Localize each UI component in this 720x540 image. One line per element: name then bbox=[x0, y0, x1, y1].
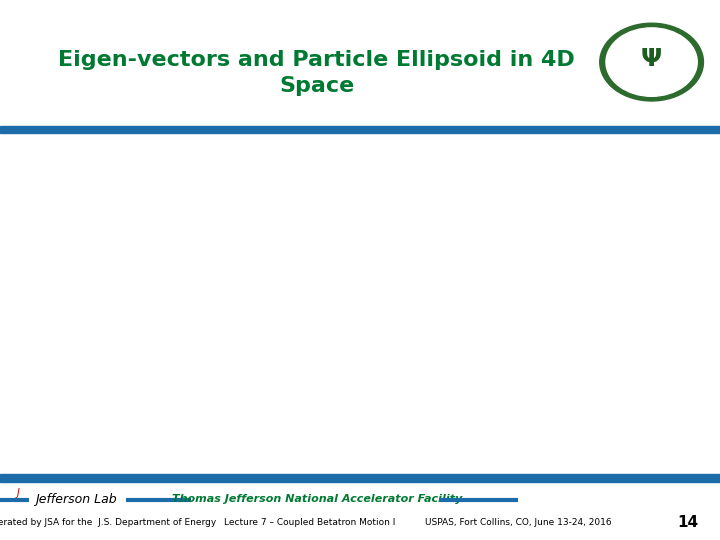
Text: Operated by JSA for the  J.S. Department of Energy: Operated by JSA for the J.S. Department … bbox=[0, 518, 217, 526]
Text: Eigen-vectors and Particle Ellipsoid in 4D
Space: Eigen-vectors and Particle Ellipsoid in … bbox=[58, 50, 575, 96]
Circle shape bbox=[606, 28, 697, 96]
Bar bbox=[0, 126, 720, 133]
Circle shape bbox=[600, 23, 703, 101]
Text: Jefferson Lab: Jefferson Lab bbox=[35, 493, 117, 506]
Text: Ψ: Ψ bbox=[641, 48, 662, 71]
Text: USPAS, Fort Collins, CO, June 13-24, 2016: USPAS, Fort Collins, CO, June 13-24, 201… bbox=[425, 518, 612, 526]
Text: J: J bbox=[17, 488, 19, 498]
Text: Lecture 7 – Coupled Betatron Motion I: Lecture 7 – Coupled Betatron Motion I bbox=[224, 518, 395, 526]
Bar bbox=[0, 474, 720, 482]
Text: Thomas Jefferson National Accelerator Facility: Thomas Jefferson National Accelerator Fa… bbox=[171, 495, 462, 504]
Text: 14: 14 bbox=[677, 515, 698, 530]
